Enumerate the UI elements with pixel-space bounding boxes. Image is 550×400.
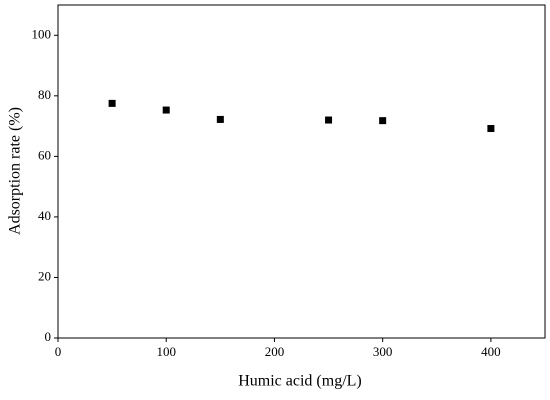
y-tick-label: 100 <box>32 26 52 41</box>
x-tick-label: 0 <box>55 344 62 359</box>
point <box>162 106 170 114</box>
y-tick-label: 80 <box>38 87 51 102</box>
x-tick-label: 400 <box>481 344 501 359</box>
point <box>487 125 495 133</box>
y-tick-label: 40 <box>38 208 51 223</box>
x-tick-label: 200 <box>265 344 285 359</box>
point <box>108 99 116 107</box>
plot-frame <box>57 4 546 339</box>
point <box>216 115 224 123</box>
x-tick-label: 100 <box>156 344 176 359</box>
point <box>379 117 387 125</box>
x-axis-title: Humic acid (mg/L) <box>238 373 362 390</box>
x-tick-label: 300 <box>373 344 393 359</box>
y-tick-label: 0 <box>45 329 52 344</box>
y-tick-label: 20 <box>38 268 51 283</box>
y-tick-label: 60 <box>38 147 51 162</box>
point <box>325 116 333 124</box>
y-axis-title: Adsorption rate (%) <box>7 107 24 235</box>
